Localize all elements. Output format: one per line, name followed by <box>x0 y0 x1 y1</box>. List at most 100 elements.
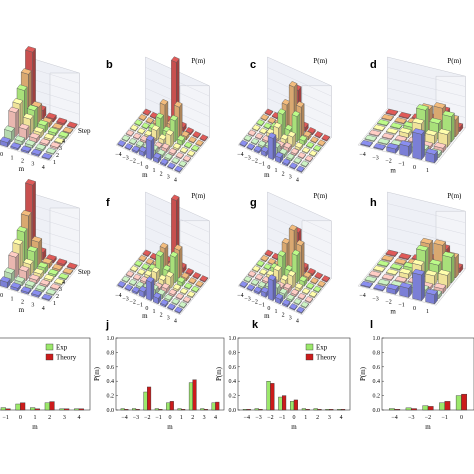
bar <box>125 129 135 138</box>
legend-label-exp: Exp <box>316 344 328 352</box>
bar <box>137 127 146 136</box>
legend-swatch-exp <box>305 343 314 351</box>
x-tick-label: −2 <box>385 300 391 306</box>
bar <box>321 134 331 142</box>
bar <box>381 132 395 141</box>
bar-top <box>297 151 307 159</box>
bar-side <box>174 253 179 284</box>
x-tick-label: −4 <box>237 152 243 158</box>
bar <box>259 127 268 136</box>
x-axis-label: m <box>425 423 431 431</box>
gridline <box>387 203 466 223</box>
bar-top <box>145 134 155 142</box>
bar-top <box>381 113 394 121</box>
bar-top <box>160 158 169 165</box>
x-tick-label: 1 <box>153 168 156 174</box>
bar-top <box>321 134 331 141</box>
bar <box>291 110 301 143</box>
bar <box>131 145 141 154</box>
plot-frame <box>115 337 225 411</box>
bar-top <box>416 104 429 111</box>
bar <box>256 260 265 268</box>
bar-top <box>27 104 38 111</box>
bar-top <box>124 143 134 150</box>
bar <box>31 289 42 299</box>
bar-top <box>308 149 318 157</box>
bar-top <box>142 108 152 116</box>
bar-top <box>138 254 147 262</box>
bar <box>41 152 53 161</box>
bar-top <box>155 250 165 257</box>
bar-exp <box>325 409 330 411</box>
bar <box>151 124 160 142</box>
bar-top <box>129 124 139 131</box>
bar-exp <box>15 403 21 411</box>
y-tick-label: 3 <box>59 287 62 293</box>
bar <box>172 142 182 152</box>
bar-exp <box>166 402 171 411</box>
bar <box>49 283 61 291</box>
bar-top <box>145 117 155 124</box>
bar-top <box>294 141 304 149</box>
bar-top <box>41 152 53 160</box>
bar <box>294 141 304 152</box>
bar-exp <box>59 408 65 411</box>
bar-theory <box>411 408 417 411</box>
x-tick-label: −3 <box>122 155 128 161</box>
bar-top <box>45 112 57 119</box>
bar <box>134 260 143 268</box>
x-tick-label: 1 <box>11 155 14 161</box>
bar-side <box>38 237 43 266</box>
x-axis-label: m <box>142 171 148 179</box>
bar <box>264 108 274 117</box>
bar <box>321 275 331 283</box>
bar <box>54 137 65 145</box>
bar-top <box>246 284 256 291</box>
bar <box>128 137 138 146</box>
bar <box>386 143 399 154</box>
bar <box>179 287 189 296</box>
y-tick-label: 1.0 <box>373 336 381 342</box>
x-tick-label: −1 <box>442 415 448 421</box>
bar-theory <box>258 409 263 411</box>
bar <box>171 298 180 306</box>
bar-top <box>264 249 274 257</box>
panel-label: d <box>370 59 377 71</box>
y-axis-label: Step <box>78 268 91 276</box>
bar <box>424 269 438 286</box>
legend-swatch-theory <box>45 353 54 361</box>
bar <box>279 288 288 300</box>
bar-top <box>195 139 204 146</box>
bar-top <box>124 284 134 291</box>
bar-theory <box>282 395 287 411</box>
x-tick-label: 2 <box>191 415 194 421</box>
bar-top <box>20 145 32 152</box>
bar-top <box>18 123 30 130</box>
bar <box>264 249 274 258</box>
bar <box>372 124 386 132</box>
x-axis-label: m <box>291 423 297 431</box>
bar <box>368 270 382 279</box>
x-axis-label: m <box>19 165 25 173</box>
bar-top <box>8 106 20 114</box>
bar-top <box>264 108 274 116</box>
bar <box>186 149 196 158</box>
bar <box>174 306 183 315</box>
bar-top <box>10 282 22 289</box>
bar-top <box>125 270 135 277</box>
bar-top <box>425 288 438 295</box>
bar-top <box>159 242 169 249</box>
bar-top <box>22 258 34 265</box>
bar-top <box>117 139 126 147</box>
bar-top <box>138 113 147 121</box>
bar <box>314 272 323 280</box>
bar <box>160 158 169 167</box>
bar <box>192 272 201 280</box>
bar-top <box>173 244 183 251</box>
x-tick-label: 4 <box>214 415 217 421</box>
bar <box>308 290 318 299</box>
bar <box>158 133 167 145</box>
bar-top <box>282 299 291 306</box>
bar <box>129 265 139 273</box>
bar-top <box>35 284 47 291</box>
